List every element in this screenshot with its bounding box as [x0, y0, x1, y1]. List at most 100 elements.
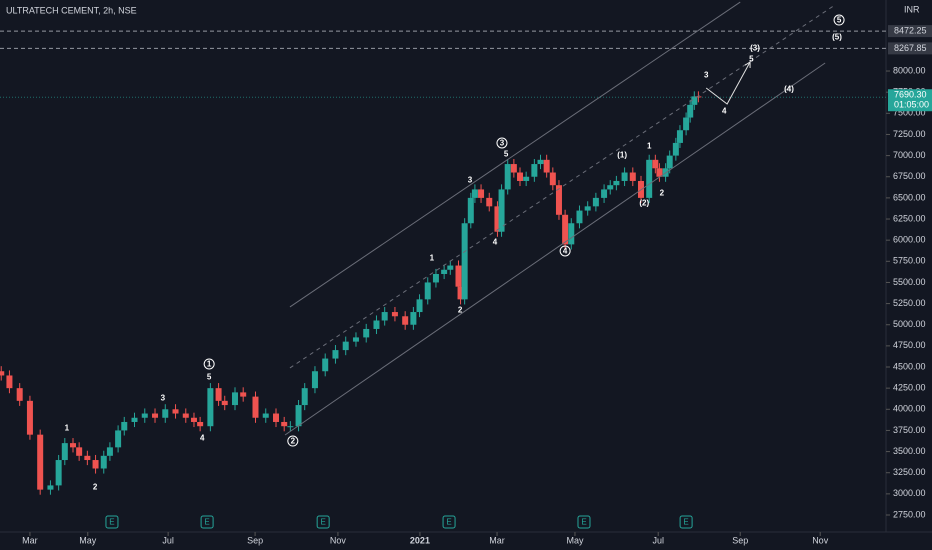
- y-tick-label: 6000.00: [893, 235, 926, 245]
- earnings-label: E: [683, 518, 688, 527]
- wave-label: 1: [647, 142, 652, 151]
- candle-body: [363, 328, 370, 338]
- candle-body: [252, 396, 259, 418]
- candle-body: [555, 185, 562, 215]
- x-tick-label: Nov: [812, 535, 829, 545]
- wave-circle: [496, 137, 508, 149]
- candle-body: [543, 159, 550, 173]
- earnings-icon: [316, 515, 330, 529]
- candle-body: [402, 316, 409, 325]
- candle-body: [494, 206, 501, 232]
- trend-line: [289, 1, 741, 308]
- y-tick-label: 4000.00: [893, 404, 926, 414]
- candle-body: [207, 388, 214, 427]
- wave-label: 4: [200, 434, 205, 443]
- wave-label: 5: [207, 373, 212, 382]
- y-tick-label: 7250.00: [893, 129, 926, 139]
- earnings-label: E: [204, 518, 209, 527]
- candle-body: [391, 312, 398, 317]
- candle-body: [691, 96, 698, 105]
- candle-body: [190, 417, 197, 422]
- candle-body: [523, 176, 530, 181]
- y-tick-label: 6250.00: [893, 213, 926, 223]
- candle-body: [16, 388, 23, 401]
- candle-body: [562, 214, 569, 245]
- candle-body: [182, 413, 189, 418]
- earnings-icon: [577, 515, 591, 529]
- wave-circle: [287, 435, 299, 447]
- y-tick-label: 3500.00: [893, 446, 926, 456]
- candle-body: [141, 413, 148, 418]
- wave-label: 3: [161, 394, 166, 403]
- candle-body: [381, 312, 388, 321]
- candle-body: [416, 299, 423, 313]
- wave-label: 3: [500, 139, 505, 148]
- wave-label: 4: [563, 247, 568, 256]
- wave-label: 3: [468, 176, 473, 185]
- price-tag: [888, 42, 932, 55]
- candle-body: [656, 168, 663, 177]
- earnings-label: E: [581, 518, 586, 527]
- y-tick-label: 5500.00: [893, 277, 926, 287]
- candle-body: [683, 117, 690, 131]
- trend-line: [284, 62, 826, 436]
- candle-body: [197, 421, 204, 427]
- earnings-icon: [442, 515, 456, 529]
- x-tick-label: 2021: [410, 535, 430, 545]
- earnings-label: E: [446, 518, 451, 527]
- wave-circle: [833, 14, 845, 26]
- wave-label: 2: [93, 483, 98, 492]
- price-tag-label: 8472.25: [894, 25, 927, 35]
- candle-body: [332, 350, 339, 359]
- x-tick-label: Mar: [489, 535, 505, 545]
- wave-label: 2: [660, 189, 665, 198]
- candle-body: [152, 413, 159, 418]
- candle-body: [295, 405, 302, 427]
- candle-body: [461, 223, 468, 300]
- candle-body: [467, 197, 474, 224]
- candle-body: [172, 409, 179, 414]
- y-tick-label: 2750.00: [893, 509, 926, 519]
- candle-body: [504, 164, 511, 190]
- candle-body: [517, 172, 524, 181]
- y-tick-label: 7000.00: [893, 150, 926, 160]
- chart-title: ULTRATECH CEMENT, 2h, NSE: [6, 5, 137, 15]
- wave-label: 4: [722, 107, 727, 116]
- candle-body: [687, 104, 694, 118]
- candle-body: [272, 413, 279, 422]
- candle-body: [695, 96, 702, 98]
- candle-body: [240, 392, 247, 397]
- wave-circle: [203, 358, 215, 370]
- candle-body: [311, 371, 318, 389]
- candle-body: [231, 392, 238, 406]
- candle-body: [100, 455, 107, 469]
- currency: INR: [904, 4, 920, 14]
- x-tick-label: Jul: [162, 535, 174, 545]
- wave-label: (5): [832, 33, 842, 42]
- y-tick-label: 5000.00: [893, 319, 926, 329]
- candle-body: [37, 434, 44, 490]
- candle-body: [115, 430, 122, 448]
- candle-body: [441, 269, 448, 274]
- candle-body: [352, 337, 359, 342]
- candle-body: [601, 189, 608, 198]
- candle-body: [510, 164, 517, 173]
- candle-body: [549, 172, 556, 186]
- price-tag: [888, 25, 932, 38]
- candle-body: [531, 164, 538, 177]
- last-price-label: 7690.30: [894, 90, 927, 100]
- x-tick-label: May: [566, 535, 584, 545]
- earnings-label: E: [320, 518, 325, 527]
- candle-body: [652, 159, 659, 169]
- candle-body: [84, 455, 91, 461]
- candle-body: [537, 159, 544, 165]
- candle-body: [676, 130, 683, 143]
- candle-body: [621, 172, 628, 181]
- wave-label: 1: [65, 424, 70, 433]
- candle-body: [629, 172, 636, 181]
- x-tick-label: Nov: [330, 535, 347, 545]
- candle-body: [410, 312, 417, 325]
- wave-label: 2: [291, 437, 296, 446]
- y-tick-label: 5750.00: [893, 256, 926, 266]
- candle-body: [607, 185, 614, 190]
